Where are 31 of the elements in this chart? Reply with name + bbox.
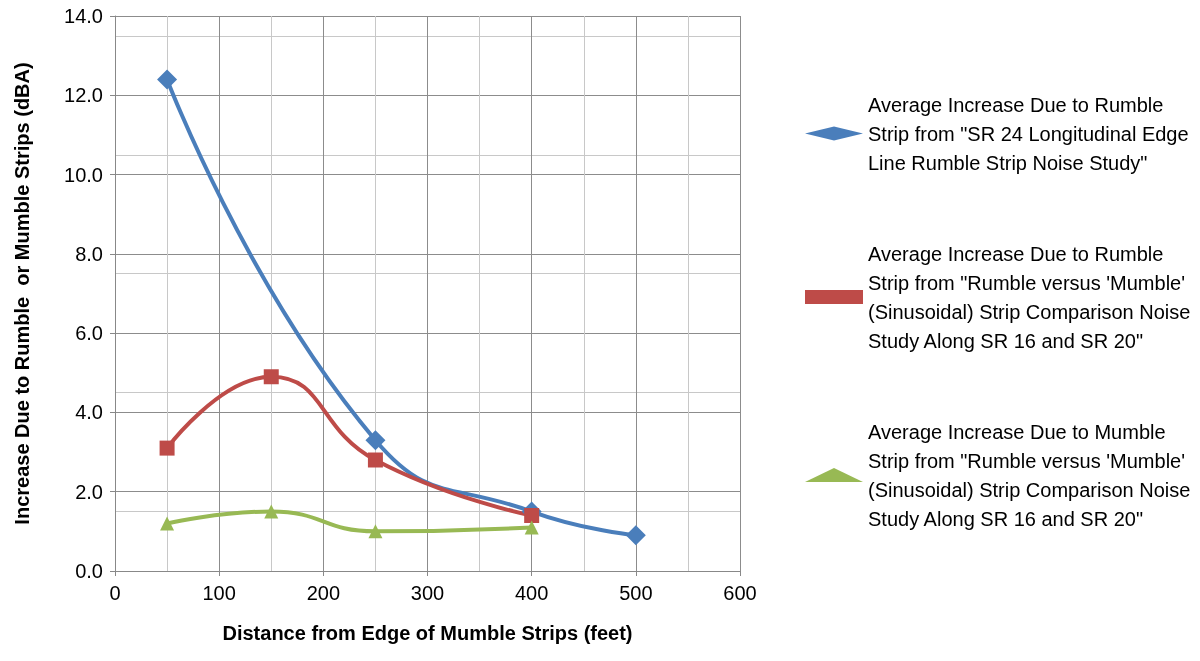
y-tick-label: 12.0 — [64, 84, 103, 107]
x-tick-label: 200 — [306, 582, 341, 604]
y-tick-label: 8.0 — [75, 242, 103, 265]
point — [524, 520, 539, 535]
point — [264, 504, 279, 519]
point — [160, 516, 175, 531]
x-tick-label: 400 — [514, 582, 549, 604]
point — [159, 440, 175, 456]
y-tick-label: 14.0 — [64, 5, 103, 27]
point — [157, 69, 178, 90]
legend-label: Average Increase Due to Rumble Strip from "Rumble versus 'Mumble' (Sinusoidal) Strip Comparison Noise Study Along SR 16 and SR 20" — [868, 242, 1196, 352]
point — [367, 452, 383, 468]
x-tick-label: 0 — [109, 582, 121, 604]
point — [365, 430, 386, 451]
point — [368, 524, 383, 539]
y-tick-label: 0.0 — [75, 560, 103, 582]
y-axis-title: Increase Due to Rumble or Mumble Strips (dBA) — [11, 62, 33, 525]
y-tick-label: 4.0 — [75, 401, 103, 424]
point — [524, 508, 540, 523]
x-tick-label: 500 — [619, 582, 653, 604]
x-tick-label: 600 — [723, 582, 757, 604]
point — [263, 369, 279, 385]
point — [625, 525, 646, 546]
y-tick-label: 2.0 — [75, 480, 103, 503]
y-tick-label: 6.0 — [75, 322, 103, 345]
legend-label: Average Increase Due to Mumble Strip from "Rumble versus 'Mumble' (Sinusoidal) Strip Comparison Noise Study Along SR 16 and SR 20" — [868, 420, 1196, 530]
x-axis-title: Distance from Edge of Mumble Strips (feet) — [222, 622, 633, 644]
x-tick-label: 300 — [410, 582, 445, 604]
legend-label: Average Increase Due to Rumble Strip from "SR 24 Longitudinal Edge Line Rumble Strip Noise Study" — [868, 93, 1195, 174]
y-tick-label: 10.0 — [64, 163, 103, 186]
x-tick-label: 100 — [202, 582, 236, 604]
